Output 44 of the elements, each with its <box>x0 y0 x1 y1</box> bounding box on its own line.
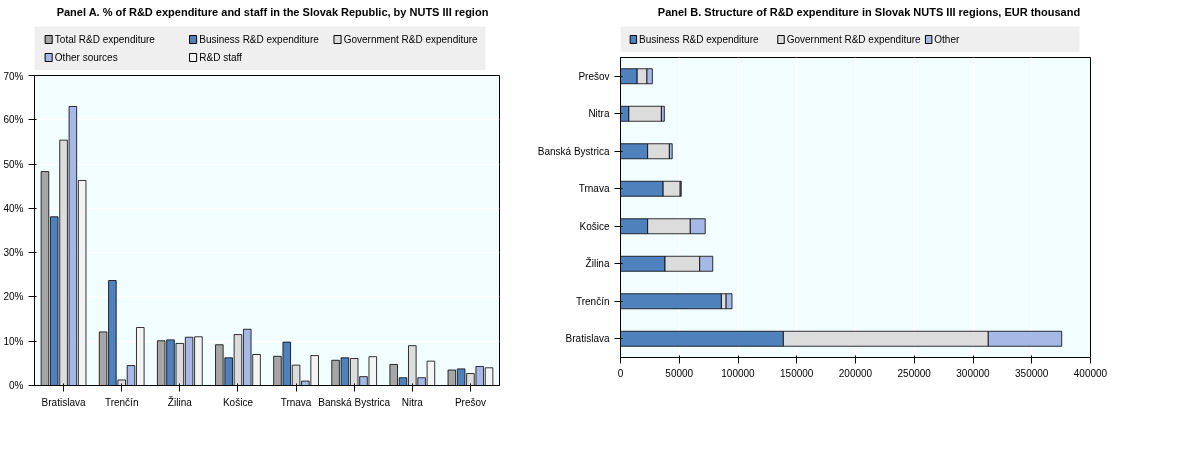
legend-label: Other sources <box>54 51 118 63</box>
x-tick-label: 0 <box>617 367 624 379</box>
x-tick-label: Nitra <box>401 396 424 408</box>
legend-label: Other <box>934 33 960 45</box>
x-tick-label: 250000 <box>897 367 932 379</box>
x-tick-label: 350000 <box>1015 367 1049 379</box>
legend-label: R&D staff <box>199 51 243 63</box>
x-tick-label: 150000 <box>780 367 814 379</box>
legend-label: Government R&D expenditure <box>786 33 922 45</box>
x-tick-label: Trenčín <box>104 396 139 408</box>
x-tick-label: 300000 <box>956 367 991 379</box>
chart-title: Panel A. % of R&D expenditure and staff in the Slovak Republic, by NUTS III region <box>56 5 489 20</box>
y-tick-label: Košice <box>579 220 610 232</box>
x-tick-label: Košice <box>222 396 254 408</box>
y-tick-label: Žilina <box>585 256 610 269</box>
y-tick-label: Trnava <box>578 182 610 194</box>
y-tick-label: 70% <box>3 70 24 82</box>
y-tick-label: 20% <box>3 291 24 303</box>
x-tick-label: 400000 <box>1073 367 1108 379</box>
y-tick-label: 0% <box>9 379 24 391</box>
bar <box>725 293 733 309</box>
x-tick-label: Žilina <box>167 395 193 408</box>
x-tick-label: Trnava <box>280 396 312 408</box>
x-tick-label: 50000 <box>665 367 694 379</box>
y-tick-label: 50% <box>3 158 24 170</box>
x-tick-label: Prešov <box>454 396 486 408</box>
x-tick-label: Bratislava <box>41 396 86 408</box>
legend-label: Business R&D expenditure <box>199 33 320 45</box>
y-tick-label: Bratislava <box>565 332 610 344</box>
chart-title: Panel B. Structure of R&D expenditure in Slovak NUTS III regions, EUR thousand <box>657 5 1081 20</box>
x-tick-label: 100000 <box>721 367 756 379</box>
y-tick-label: Trenčín <box>575 295 610 307</box>
y-tick-label: 30% <box>3 246 24 258</box>
y-tick-label: Banská Bystrica <box>537 145 610 157</box>
legend-label: Business R&D expenditure <box>639 33 759 45</box>
x-tick-label: 200000 <box>838 367 873 379</box>
legend-label: Total R&D expenditure <box>54 33 156 45</box>
legend-label: Government R&D expenditure <box>343 33 479 45</box>
y-tick-label: Prešov <box>578 70 610 82</box>
y-tick-label: 60% <box>3 113 24 125</box>
y-tick-label: 10% <box>3 335 24 347</box>
y-tick-label: Nitra <box>588 107 610 119</box>
y-tick-label: 40% <box>3 202 24 214</box>
x-tick-label: Banská Bystrica <box>318 396 391 408</box>
